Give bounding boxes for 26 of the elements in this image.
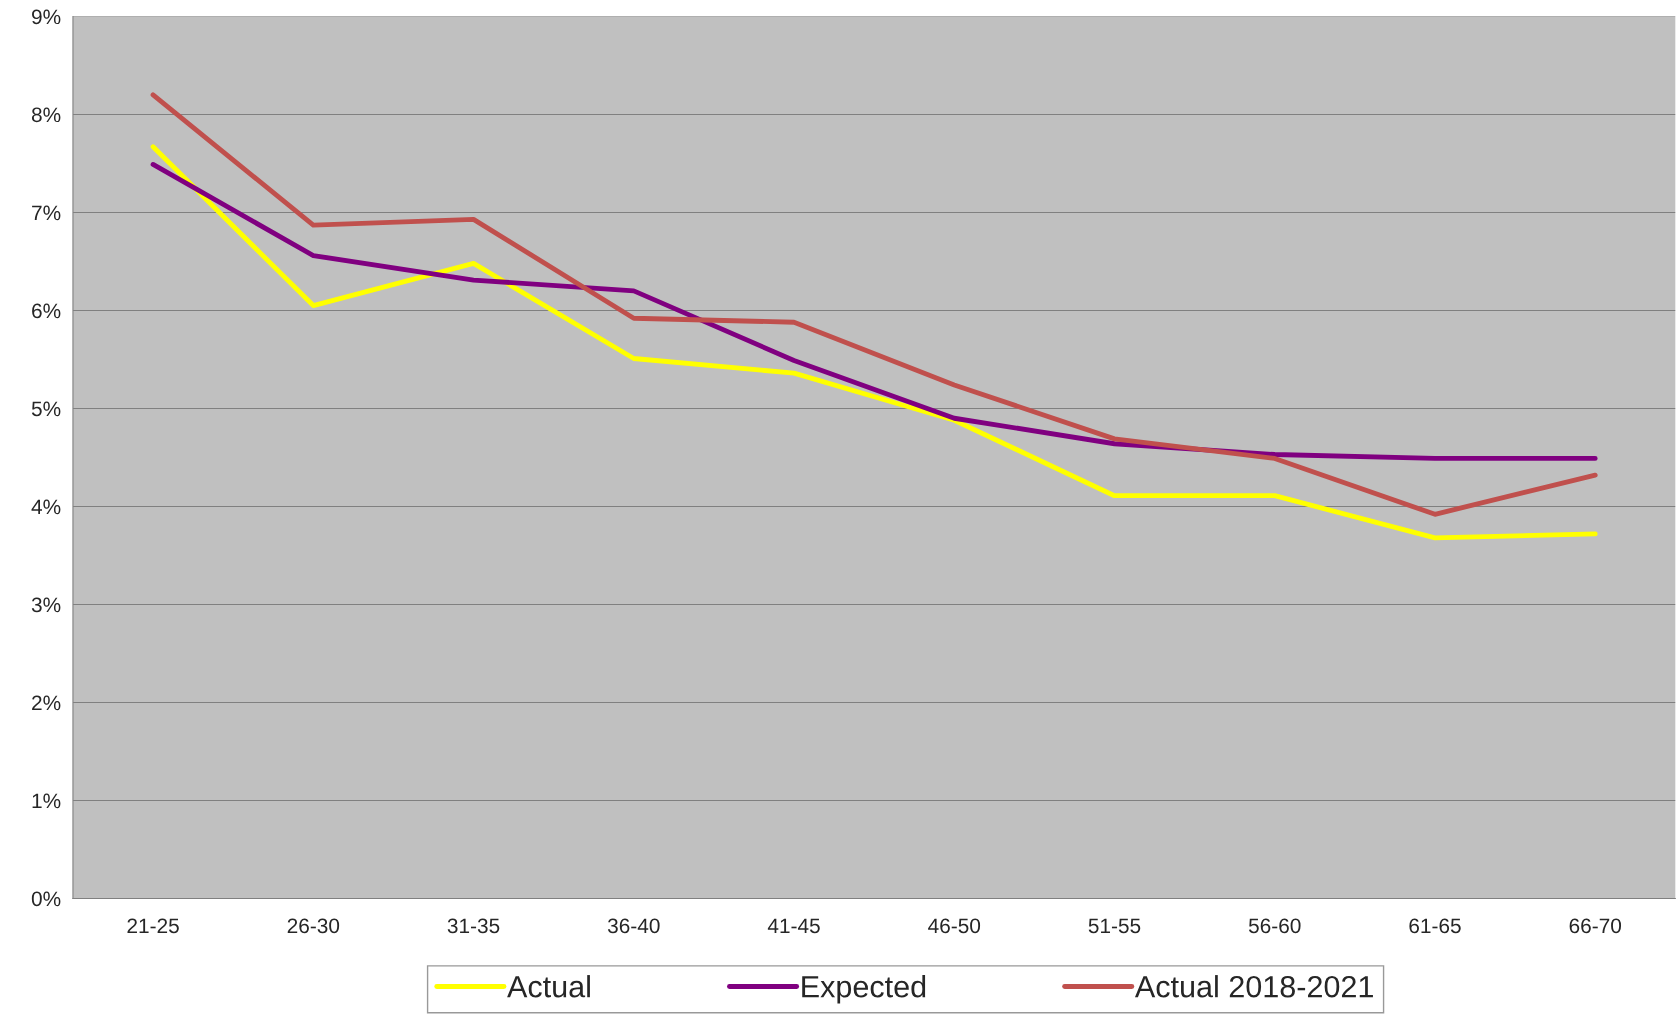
line-series [150,92,1598,517]
x-tick-label: 26-30 [287,918,340,934]
x-tick-label: 66-70 [1569,918,1622,934]
x-tick-label: 31-35 [447,918,500,934]
x-tick-label: 51-55 [1088,918,1141,934]
x-tick-label: 56-60 [1248,918,1301,934]
y-tick-label: 7% [32,205,61,221]
y-tick-label: 8% [31,107,61,123]
legend-label: Actual [507,975,590,998]
line-series [150,162,1598,461]
y-tick-label: 4% [31,499,61,515]
y-tick-label: 2% [32,695,61,711]
x-tick-label: 46-50 [928,918,981,934]
line-series [150,144,1598,541]
y-tick-label: 1% [32,793,61,809]
legend-label: Expected [802,975,926,1004]
x-tick-label: 41-45 [767,918,820,934]
x-tick-label: 36-40 [607,918,660,934]
x-tick-label: 61-65 [1409,918,1461,934]
y-tick-label: 9% [32,9,61,25]
x-tick-label: 21-25 [127,918,179,934]
legend-label: Actual 2018-2021 [1134,975,1373,998]
y-tick-label: 0% [31,891,61,907]
y-tick-label: 6% [32,303,61,319]
y-tick-label: 3% [31,597,61,613]
y-tick-label: 5% [31,401,61,417]
